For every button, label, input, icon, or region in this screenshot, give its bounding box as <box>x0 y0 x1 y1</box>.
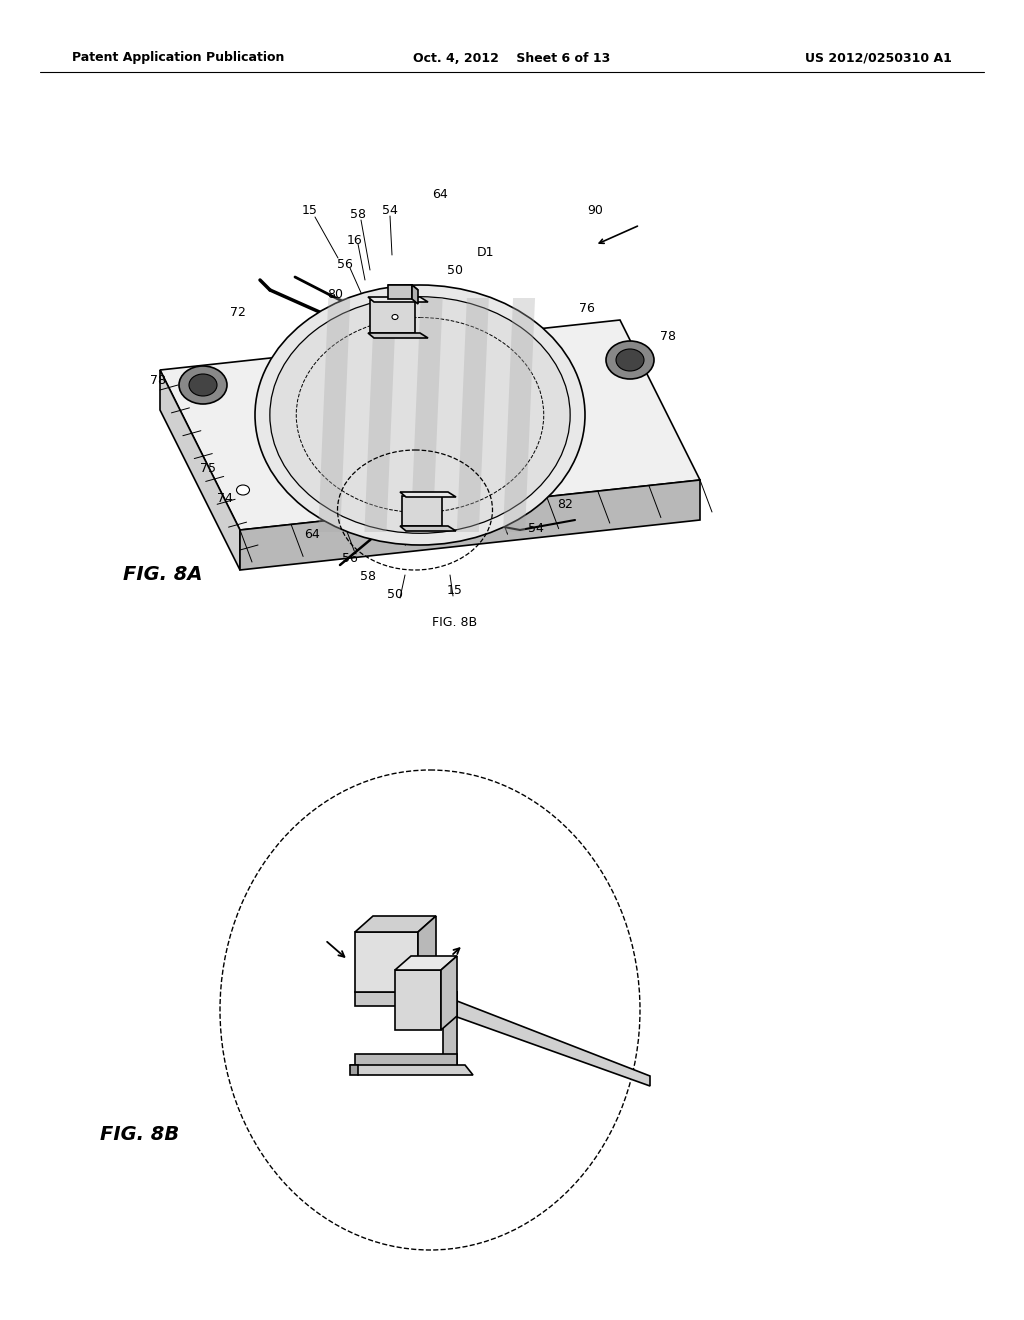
Polygon shape <box>411 298 442 532</box>
Polygon shape <box>368 297 428 302</box>
Polygon shape <box>365 298 396 532</box>
Text: 64: 64 <box>304 528 319 541</box>
Text: FIG. 8A: FIG. 8A <box>123 565 203 585</box>
Polygon shape <box>355 932 418 993</box>
Polygon shape <box>395 956 457 970</box>
Text: D1: D1 <box>476 247 494 260</box>
Text: FIG. 8B: FIG. 8B <box>100 1126 179 1144</box>
Text: 56: 56 <box>337 259 353 272</box>
Polygon shape <box>457 1001 650 1086</box>
Polygon shape <box>457 298 488 532</box>
Polygon shape <box>402 496 442 525</box>
Text: 75: 75 <box>200 462 216 474</box>
Text: 50: 50 <box>387 589 403 602</box>
Ellipse shape <box>255 285 585 545</box>
Ellipse shape <box>606 341 654 379</box>
Polygon shape <box>503 298 536 532</box>
Polygon shape <box>355 916 436 932</box>
Polygon shape <box>388 285 418 290</box>
Text: 64: 64 <box>432 189 447 202</box>
Text: 78: 78 <box>660 330 676 343</box>
Text: 16: 16 <box>408 1109 423 1122</box>
Text: 58: 58 <box>360 570 376 583</box>
Polygon shape <box>412 285 418 304</box>
Polygon shape <box>355 1053 457 1068</box>
Polygon shape <box>395 970 441 1030</box>
Polygon shape <box>418 916 436 993</box>
Ellipse shape <box>616 348 644 371</box>
Text: 15: 15 <box>447 583 463 597</box>
Polygon shape <box>443 993 457 1068</box>
Text: 82: 82 <box>557 499 573 511</box>
Polygon shape <box>240 480 700 570</box>
Text: 58: 58 <box>350 207 366 220</box>
Text: 72: 72 <box>230 305 246 318</box>
Text: 76: 76 <box>579 301 595 314</box>
Text: US 2012/0250310 A1: US 2012/0250310 A1 <box>805 51 952 65</box>
Text: 16: 16 <box>347 234 362 247</box>
Text: 80: 80 <box>327 289 343 301</box>
Polygon shape <box>388 285 412 300</box>
Polygon shape <box>350 1065 473 1074</box>
Text: 90: 90 <box>587 203 603 216</box>
Polygon shape <box>355 993 457 1006</box>
Polygon shape <box>370 300 415 333</box>
Polygon shape <box>400 525 456 531</box>
Polygon shape <box>400 492 456 498</box>
Text: 50: 50 <box>447 264 463 276</box>
Ellipse shape <box>220 770 640 1250</box>
Text: F: F <box>556 888 563 902</box>
Polygon shape <box>160 370 240 570</box>
Text: 18: 18 <box>587 969 603 982</box>
Text: FIG. 8B: FIG. 8B <box>432 615 477 628</box>
Polygon shape <box>318 298 350 532</box>
Text: Oct. 4, 2012    Sheet 6 of 13: Oct. 4, 2012 Sheet 6 of 13 <box>414 51 610 65</box>
Text: 56: 56 <box>342 552 358 565</box>
Ellipse shape <box>237 484 250 495</box>
Ellipse shape <box>270 297 570 533</box>
Ellipse shape <box>179 366 227 404</box>
Polygon shape <box>160 319 700 531</box>
Text: 15: 15 <box>302 203 317 216</box>
Text: 54: 54 <box>528 521 544 535</box>
Text: 74: 74 <box>217 491 232 504</box>
Text: Patent Application Publication: Patent Application Publication <box>72 51 285 65</box>
Ellipse shape <box>189 374 217 396</box>
Ellipse shape <box>392 314 398 319</box>
Polygon shape <box>441 956 457 1030</box>
Polygon shape <box>368 333 428 338</box>
Text: 54: 54 <box>382 203 398 216</box>
Text: 54: 54 <box>382 888 398 902</box>
Text: 78: 78 <box>150 374 166 387</box>
Polygon shape <box>350 1065 358 1074</box>
Text: F: F <box>292 928 299 941</box>
